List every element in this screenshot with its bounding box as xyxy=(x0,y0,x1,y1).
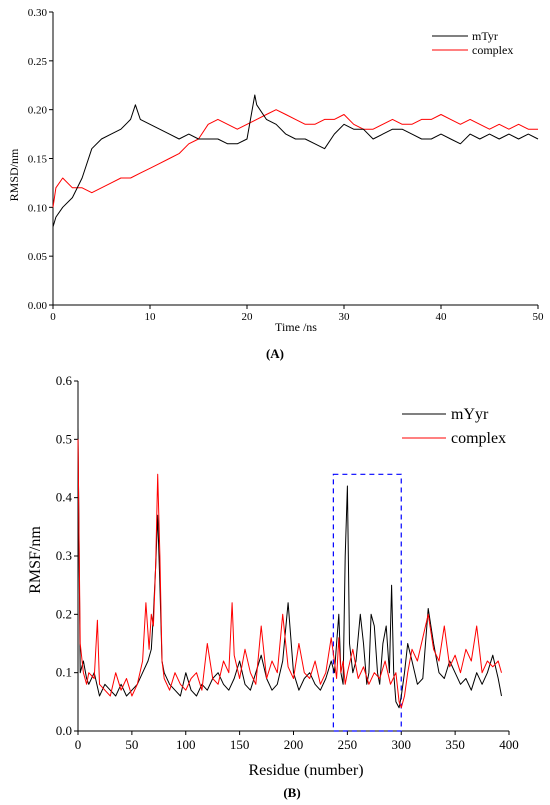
panel-a-legend: mTyr complex xyxy=(432,29,513,57)
panel-a-y-tick-label: 0.10 xyxy=(28,202,48,214)
panel-b-y-tick-label: 0.3 xyxy=(56,548,72,563)
panel-b-x-tick-label: 0 xyxy=(75,737,82,752)
panel-a-y-tick-label: 0.25 xyxy=(28,56,48,68)
panel-b-x-tick-label: 100 xyxy=(176,737,196,752)
panel-b-x-tick-label: 250 xyxy=(338,737,358,752)
panel-b-x-tick-label: 300 xyxy=(392,737,412,752)
panel-a-series-complex-line xyxy=(52,109,538,208)
panel-b-y-tick-label: 0.0 xyxy=(56,723,72,738)
panel-b-y-tick-label: 0.2 xyxy=(56,606,72,621)
panel-a-y-tick-label: 0.05 xyxy=(28,251,48,263)
panel-a-x-tick-label: 40 xyxy=(436,311,448,323)
panel-b-x-tick-label: 50 xyxy=(125,737,138,752)
panel-a-label: (A) xyxy=(266,346,284,361)
panel-b-series-complex-line xyxy=(77,439,502,709)
panel-a-x-tick-label: 10 xyxy=(145,311,157,323)
panel-b-y-tick-label: 0.6 xyxy=(56,373,73,388)
panel-a-y-tick-label: 0.15 xyxy=(28,154,48,166)
panel-b-x-tick-label: 150 xyxy=(230,737,250,752)
panel-b-legend: mYyr complex xyxy=(402,406,506,447)
panel-b-y-tick-label: 0.4 xyxy=(56,490,73,505)
legend-mtyr-label: mTyr xyxy=(472,29,498,43)
panel-a-y-tick-label: 0.00 xyxy=(28,300,48,312)
panel-b-y-tick-label: 0.1 xyxy=(56,665,72,680)
panel-a-y-tick-label: 0.30 xyxy=(28,7,48,19)
panel-a-x-tick-label: 0 xyxy=(50,311,56,323)
chart-panel-b: RMSF/nm Residue (number) (B) mYyr comple… xyxy=(27,373,519,800)
panel-b-x-tick-label: 200 xyxy=(284,737,304,752)
panel-a-x-tick-label: 20 xyxy=(242,311,254,323)
panel-b-y-axis-title: RMSF/nm xyxy=(27,526,44,594)
legend-complex-b-label: complex xyxy=(451,430,506,447)
panel-b-y-tick-label: 0.5 xyxy=(56,431,72,446)
panel-a-x-axis-title: Time /ns xyxy=(275,320,317,334)
panel-b-x-tick-label: 350 xyxy=(445,737,465,752)
panel-b-series-myyr-line xyxy=(77,427,502,709)
panel-b-x-axis-title: Residue (number) xyxy=(248,762,363,779)
panel-a-x-tick-label: 30 xyxy=(339,311,351,323)
panel-a-x-tick-label: 50 xyxy=(533,311,545,323)
panel-b-x-tick-label: 400 xyxy=(499,737,519,752)
legend-complex-label: complex xyxy=(472,43,513,57)
panel-a-y-tick-label: 0.20 xyxy=(28,105,48,117)
panel-b-label: (B) xyxy=(283,785,300,800)
chart-panel-a: RMSD/nm Time /ns (A) mTyr complex 0 10 20 3… xyxy=(7,7,544,361)
panel-a-y-axis-title: RMSD/nm xyxy=(7,148,21,201)
panel-a-series-mtyr-line xyxy=(52,94,539,228)
legend-myyr-label: mYyr xyxy=(451,406,489,423)
